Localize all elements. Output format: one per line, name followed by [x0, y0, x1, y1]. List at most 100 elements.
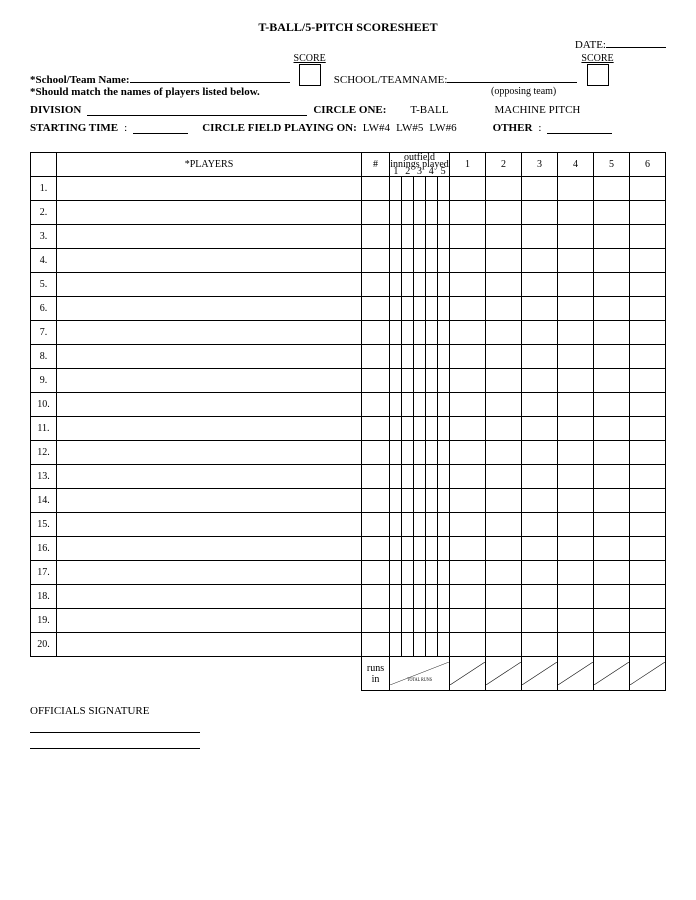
inning-cell[interactable]: [558, 393, 594, 417]
inning-cell[interactable]: [522, 585, 558, 609]
inning-cell[interactable]: [630, 537, 666, 561]
inning-cell[interactable]: [594, 633, 630, 657]
player-number-cell[interactable]: [362, 297, 390, 321]
inning-cell[interactable]: [522, 225, 558, 249]
inning-cell[interactable]: [558, 225, 594, 249]
player-number-cell[interactable]: [362, 537, 390, 561]
outfield-cell[interactable]: [426, 537, 438, 561]
outfield-cell[interactable]: [390, 249, 402, 273]
player-number-cell[interactable]: [362, 273, 390, 297]
outfield-cell[interactable]: [426, 369, 438, 393]
outfield-cell[interactable]: [414, 633, 426, 657]
field-option[interactable]: LW#5: [396, 122, 423, 134]
outfield-cell[interactable]: [414, 297, 426, 321]
outfield-cell[interactable]: [414, 513, 426, 537]
inning-cell[interactable]: [522, 273, 558, 297]
outfield-cell[interactable]: [426, 417, 438, 441]
date-blank[interactable]: [606, 37, 666, 48]
inning-cell[interactable]: [594, 297, 630, 321]
player-number-cell[interactable]: [362, 201, 390, 225]
inning-cell[interactable]: [450, 465, 486, 489]
outfield-cell[interactable]: [402, 369, 414, 393]
outfield-cell[interactable]: [402, 297, 414, 321]
inning-cell[interactable]: [594, 249, 630, 273]
outfield-cell[interactable]: [426, 489, 438, 513]
inning-total[interactable]: [486, 657, 522, 691]
player-name-cell[interactable]: [57, 441, 362, 465]
inning-cell[interactable]: [630, 273, 666, 297]
player-name-cell[interactable]: [57, 585, 362, 609]
player-number-cell[interactable]: [362, 585, 390, 609]
player-number-cell[interactable]: [362, 441, 390, 465]
inning-cell[interactable]: [522, 321, 558, 345]
outfield-cell[interactable]: [414, 369, 426, 393]
inning-cell[interactable]: [594, 537, 630, 561]
outfield-cell[interactable]: [414, 177, 426, 201]
outfield-cell[interactable]: [390, 393, 402, 417]
outfield-cell[interactable]: [402, 201, 414, 225]
inning-total[interactable]: [450, 657, 486, 691]
outfield-cell[interactable]: [414, 249, 426, 273]
inning-cell[interactable]: [450, 177, 486, 201]
outfield-cell[interactable]: [438, 417, 450, 441]
player-name-cell[interactable]: [57, 537, 362, 561]
inning-cell[interactable]: [594, 513, 630, 537]
outfield-cell[interactable]: [402, 561, 414, 585]
outfield-cell[interactable]: [414, 321, 426, 345]
player-number-cell[interactable]: [362, 609, 390, 633]
outfield-cell[interactable]: [402, 417, 414, 441]
inning-cell[interactable]: [594, 273, 630, 297]
inning-cell[interactable]: [486, 417, 522, 441]
outfield-cell[interactable]: [426, 273, 438, 297]
machine-option[interactable]: MACHINE PITCH: [495, 104, 581, 116]
inning-cell[interactable]: [558, 441, 594, 465]
inning-cell[interactable]: [486, 465, 522, 489]
outfield-cell[interactable]: [438, 249, 450, 273]
inning-cell[interactable]: [522, 393, 558, 417]
outfield-cell[interactable]: [390, 561, 402, 585]
outfield-cell[interactable]: [438, 225, 450, 249]
inning-cell[interactable]: [486, 537, 522, 561]
inning-cell[interactable]: [522, 417, 558, 441]
outfield-cell[interactable]: [402, 537, 414, 561]
inning-cell[interactable]: [522, 249, 558, 273]
inning-cell[interactable]: [522, 297, 558, 321]
inning-cell[interactable]: [486, 633, 522, 657]
outfield-cell[interactable]: [426, 225, 438, 249]
outfield-cell[interactable]: [426, 393, 438, 417]
player-number-cell[interactable]: [362, 513, 390, 537]
inning-cell[interactable]: [630, 609, 666, 633]
outfield-cell[interactable]: [414, 561, 426, 585]
inning-cell[interactable]: [486, 369, 522, 393]
start-time-blank[interactable]: [133, 123, 188, 134]
outfield-cell[interactable]: [390, 321, 402, 345]
outfield-cell[interactable]: [402, 345, 414, 369]
inning-cell[interactable]: [558, 201, 594, 225]
outfield-cell[interactable]: [390, 417, 402, 441]
outfield-cell[interactable]: [438, 489, 450, 513]
player-number-cell[interactable]: [362, 249, 390, 273]
outfield-cell[interactable]: [390, 489, 402, 513]
player-name-cell[interactable]: [57, 489, 362, 513]
outfield-cell[interactable]: [438, 177, 450, 201]
inning-total[interactable]: [522, 657, 558, 691]
inning-cell[interactable]: [558, 345, 594, 369]
inning-cell[interactable]: [450, 513, 486, 537]
inning-cell[interactable]: [630, 633, 666, 657]
player-number-cell[interactable]: [362, 369, 390, 393]
outfield-cell[interactable]: [402, 273, 414, 297]
player-name-cell[interactable]: [57, 225, 362, 249]
outfield-cell[interactable]: [438, 633, 450, 657]
inning-cell[interactable]: [558, 465, 594, 489]
inning-cell[interactable]: [486, 441, 522, 465]
outfield-cell[interactable]: [438, 201, 450, 225]
outfield-cell[interactable]: [438, 441, 450, 465]
outfield-cell[interactable]: [426, 345, 438, 369]
inning-cell[interactable]: [486, 513, 522, 537]
inning-cell[interactable]: [558, 273, 594, 297]
player-name-cell[interactable]: [57, 273, 362, 297]
player-number-cell[interactable]: [362, 345, 390, 369]
outfield-cell[interactable]: [402, 585, 414, 609]
outfield-cell[interactable]: [438, 345, 450, 369]
outfield-cell[interactable]: [402, 513, 414, 537]
